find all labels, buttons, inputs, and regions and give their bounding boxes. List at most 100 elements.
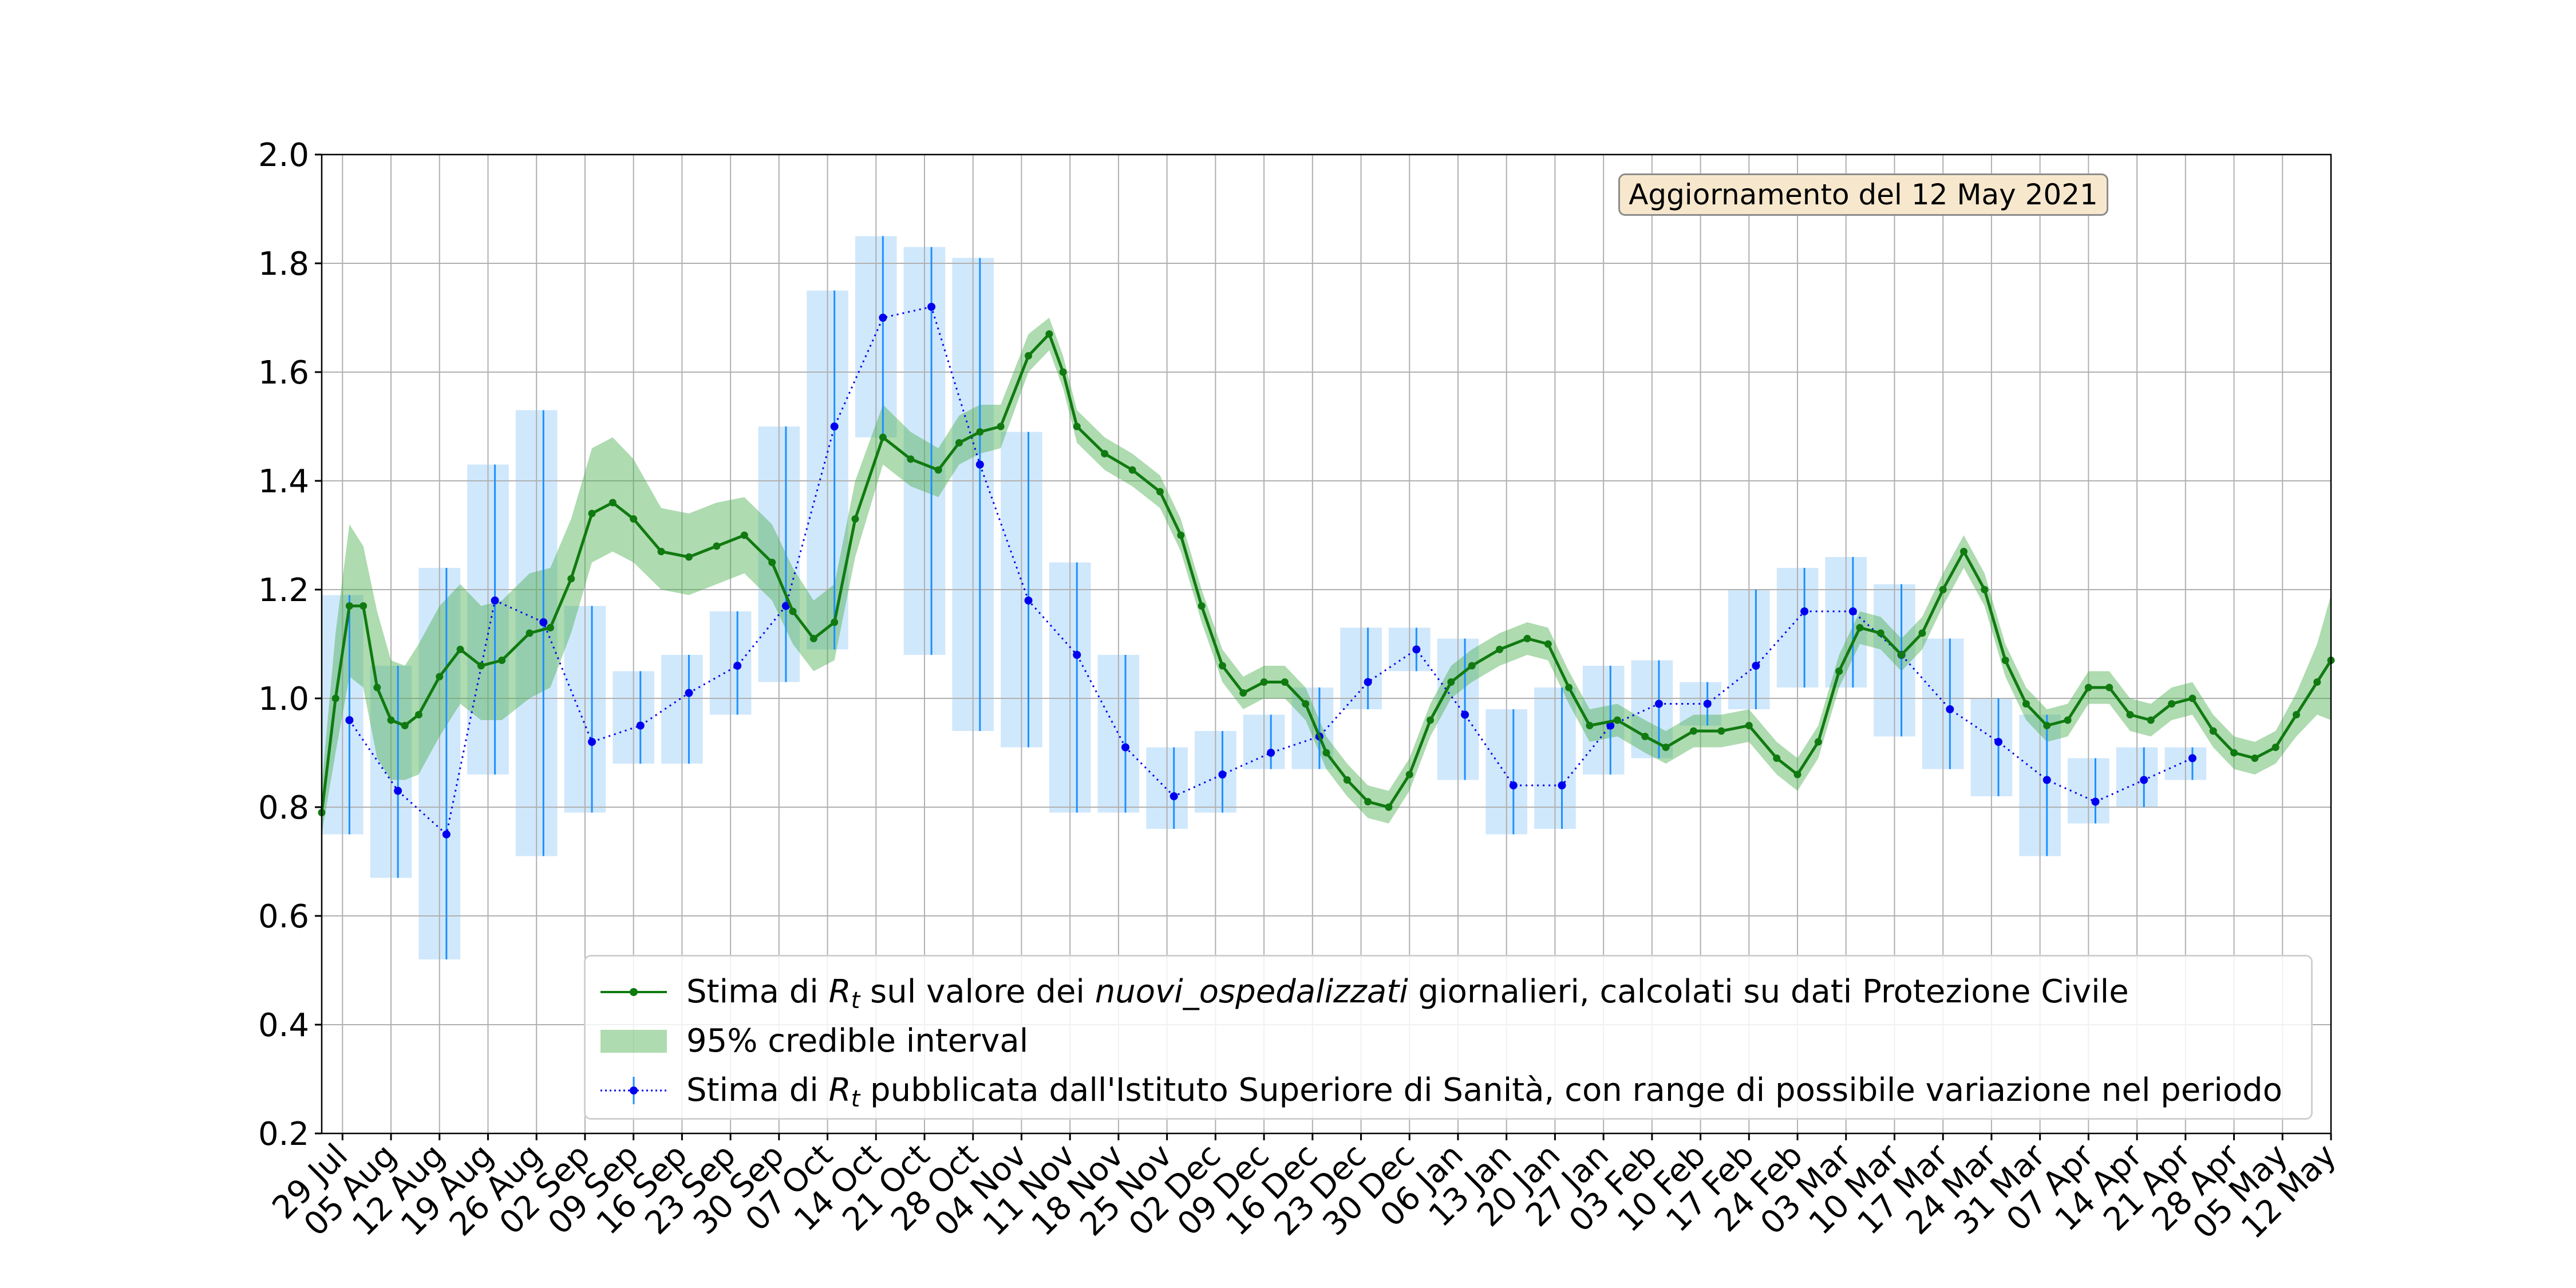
legend-swatch-credible xyxy=(600,1030,667,1053)
estimate-point xyxy=(713,542,721,550)
estimate-point xyxy=(1773,754,1781,762)
legend-swatch-iss xyxy=(600,1077,667,1104)
estimate-point xyxy=(1613,716,1621,724)
estimate-point xyxy=(1059,368,1067,376)
estimate-point xyxy=(2271,744,2279,751)
estimate-point xyxy=(1302,700,1310,708)
estimate-point xyxy=(1544,640,1552,648)
legend-item-estimate: Stima di Rt sul valore dei nuovi_ospedal… xyxy=(586,969,2311,1015)
estimate-point xyxy=(2292,711,2300,718)
estimate-point xyxy=(657,548,665,555)
estimate-point xyxy=(1523,635,1531,642)
estimate-point xyxy=(477,662,485,670)
iss-point xyxy=(1654,700,1663,708)
iss-point xyxy=(2140,776,2148,784)
iss-point xyxy=(1461,710,1469,719)
estimate-point xyxy=(789,607,797,615)
iss-point xyxy=(1024,596,1033,605)
iss-point xyxy=(394,787,402,795)
estimate-point xyxy=(526,629,534,637)
estimate-point xyxy=(567,575,575,583)
iss-point xyxy=(879,314,887,322)
iss-point xyxy=(2091,797,2100,806)
estimate-point xyxy=(1156,488,1164,496)
estimate-point xyxy=(1343,776,1351,784)
estimate-point xyxy=(401,722,409,729)
iss-point xyxy=(1558,781,1566,789)
legend-label-iss: Stima di Rt pubblicata dall'Istituto Sup… xyxy=(686,1072,2282,1112)
estimate-point xyxy=(2105,683,2113,692)
estimate-point xyxy=(387,716,395,724)
estimate-point xyxy=(1128,466,1136,474)
estimate-point xyxy=(1364,798,1372,805)
iss-point xyxy=(491,596,499,605)
estimate-point xyxy=(2022,700,2030,708)
estimate-point xyxy=(1662,744,1670,751)
iss-point xyxy=(1800,607,1809,615)
y-tick-label: 1.8 xyxy=(258,246,309,283)
legend-label-credible: 95% credible interval xyxy=(686,1022,1029,1060)
y-tick-label: 0.2 xyxy=(258,1116,309,1153)
iss-point xyxy=(1848,607,1857,615)
legend: Stima di Rt sul valore dei nuovi_ospedal… xyxy=(584,955,2313,1120)
iss-point xyxy=(685,689,693,697)
iss-point xyxy=(1364,678,1372,686)
y-axis: 0.2 0.4 0.6 0.8 1.0 1.2 1.4 1.6 1.8 2.0 xyxy=(258,137,322,1153)
estimate-point xyxy=(1073,422,1081,430)
estimate-point xyxy=(1898,651,1906,659)
estimate-point xyxy=(809,635,817,642)
iss-point xyxy=(1267,749,1275,757)
legend-item-iss: Stima di Rt pubblicata dall'Istituto Sup… xyxy=(586,1068,2311,1113)
iss-point xyxy=(830,422,839,430)
iss-point xyxy=(1121,743,1129,752)
estimate-point xyxy=(2209,727,2217,735)
legend-item-credible-interval: 95% credible interval xyxy=(586,1018,2311,1064)
iss-point xyxy=(1412,645,1421,654)
estimate-point xyxy=(1745,722,1753,729)
estimate-point xyxy=(2251,754,2259,762)
estimate-point xyxy=(609,499,617,507)
estimate-point xyxy=(1981,586,1989,594)
estimate-point xyxy=(768,559,776,566)
estimate-point xyxy=(2043,722,2051,729)
estimate-point xyxy=(546,624,554,631)
estimate-point xyxy=(2147,716,2155,724)
estimate-point xyxy=(1045,330,1053,338)
estimate-point xyxy=(1025,352,1033,359)
estimate-point xyxy=(934,466,942,474)
estimate-point xyxy=(1198,602,1206,610)
iss-point xyxy=(781,602,790,610)
estimate-point xyxy=(1239,689,1247,697)
estimate-point xyxy=(740,531,748,539)
estimate-point xyxy=(1856,624,1864,631)
legend-swatch-estimate xyxy=(600,988,667,996)
iss-point xyxy=(1752,662,1760,670)
estimate-point xyxy=(1468,662,1476,670)
estimate-point xyxy=(1218,662,1226,670)
estimate-point xyxy=(2230,749,2238,757)
y-tick-label: 1.2 xyxy=(258,572,309,609)
iss-point xyxy=(1509,781,1518,789)
estimate-point xyxy=(1814,738,1822,746)
estimate-point xyxy=(1281,678,1289,686)
estimate-point xyxy=(1918,629,1926,637)
iss-point xyxy=(1946,705,1954,713)
iss-point xyxy=(442,830,451,839)
estimate-point xyxy=(1385,803,1393,811)
y-tick-label: 0.6 xyxy=(258,898,309,935)
estimate-point xyxy=(345,602,353,610)
iss-point xyxy=(733,662,742,670)
estimate-point xyxy=(1101,450,1109,457)
estimate-point xyxy=(1322,749,1330,757)
estimate-point xyxy=(1876,629,1884,637)
estimate-point xyxy=(359,602,368,610)
estimate-point xyxy=(2064,716,2072,724)
y-tick-label: 1.6 xyxy=(258,354,309,392)
estimate-point xyxy=(997,422,1005,430)
y-tick-label: 1.0 xyxy=(258,681,309,718)
iss-point xyxy=(1606,721,1615,730)
estimate-line xyxy=(320,333,2333,813)
estimate-point xyxy=(1717,727,1725,735)
estimate-point xyxy=(373,683,381,692)
